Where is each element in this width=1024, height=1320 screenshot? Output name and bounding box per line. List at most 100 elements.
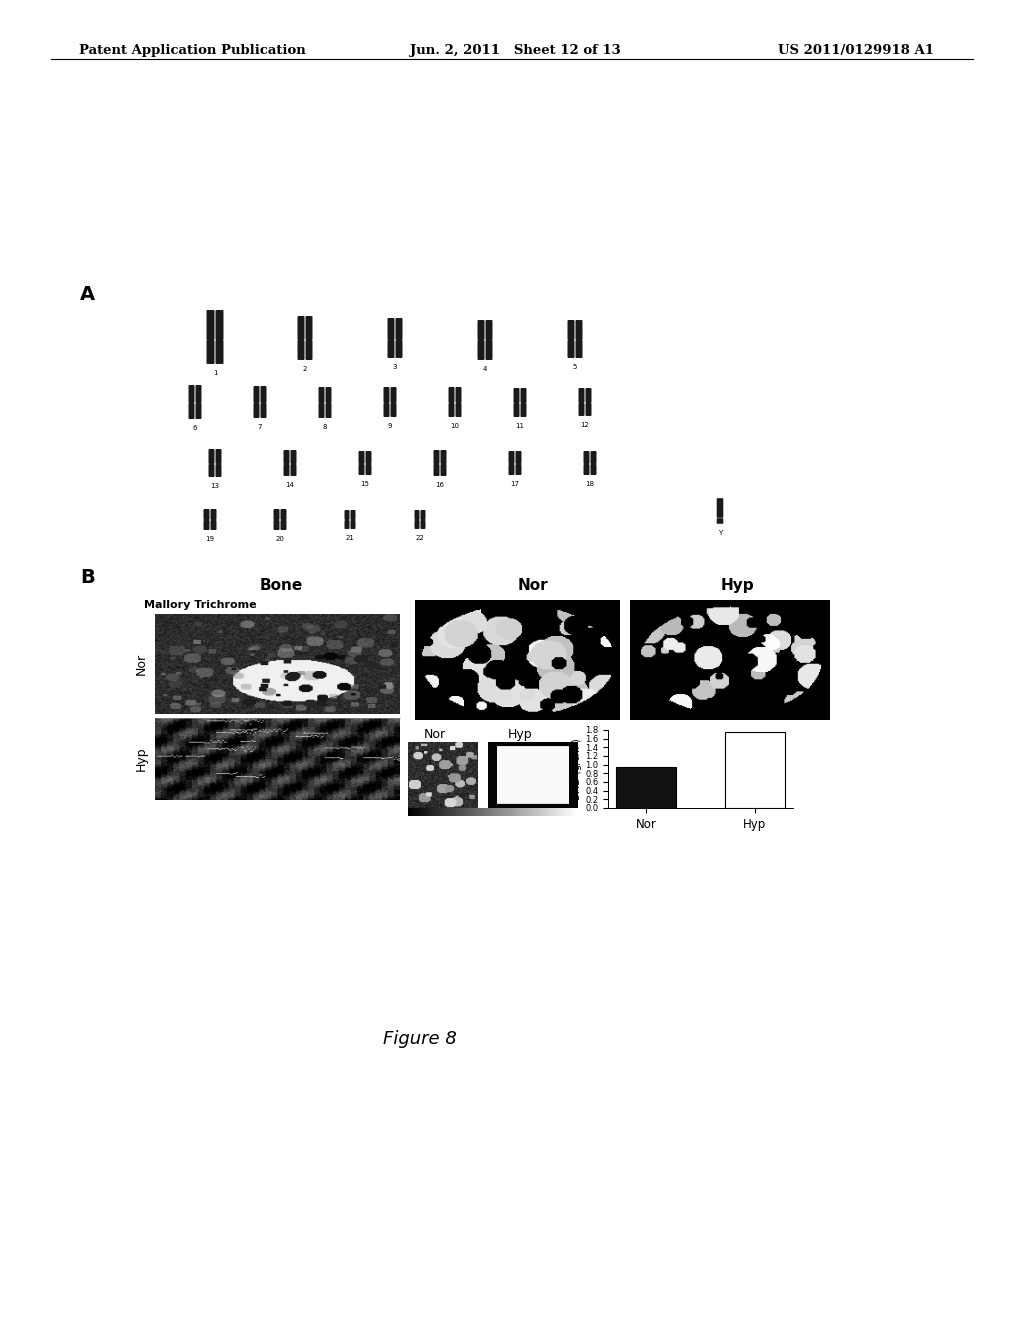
FancyBboxPatch shape bbox=[449, 387, 455, 403]
FancyBboxPatch shape bbox=[298, 315, 304, 341]
FancyBboxPatch shape bbox=[326, 387, 332, 403]
FancyBboxPatch shape bbox=[440, 465, 446, 477]
FancyBboxPatch shape bbox=[209, 465, 214, 477]
Text: 1: 1 bbox=[213, 370, 217, 376]
FancyBboxPatch shape bbox=[215, 465, 221, 477]
FancyBboxPatch shape bbox=[350, 520, 355, 529]
Text: 10: 10 bbox=[451, 422, 460, 429]
FancyBboxPatch shape bbox=[591, 451, 597, 465]
Text: 18: 18 bbox=[586, 480, 595, 487]
Text: 7: 7 bbox=[258, 424, 262, 430]
FancyBboxPatch shape bbox=[717, 519, 723, 524]
FancyBboxPatch shape bbox=[254, 385, 259, 403]
Text: 13: 13 bbox=[211, 483, 219, 488]
FancyBboxPatch shape bbox=[515, 451, 521, 465]
FancyBboxPatch shape bbox=[211, 520, 216, 531]
Text: Y: Y bbox=[718, 531, 722, 536]
FancyBboxPatch shape bbox=[584, 451, 590, 465]
Text: 5: 5 bbox=[572, 364, 578, 370]
Text: Figure 8: Figure 8 bbox=[383, 1030, 457, 1048]
FancyBboxPatch shape bbox=[575, 341, 583, 358]
Text: Nor: Nor bbox=[517, 578, 548, 593]
Text: 3: 3 bbox=[393, 364, 397, 370]
FancyBboxPatch shape bbox=[520, 388, 526, 403]
Bar bbox=[725, 733, 784, 808]
FancyBboxPatch shape bbox=[305, 315, 312, 341]
FancyBboxPatch shape bbox=[515, 465, 521, 475]
FancyBboxPatch shape bbox=[384, 403, 389, 417]
FancyBboxPatch shape bbox=[584, 465, 590, 475]
Text: 8: 8 bbox=[323, 424, 328, 430]
FancyBboxPatch shape bbox=[395, 341, 402, 358]
FancyBboxPatch shape bbox=[485, 341, 493, 360]
FancyBboxPatch shape bbox=[456, 387, 462, 403]
FancyBboxPatch shape bbox=[273, 510, 280, 520]
Text: 17: 17 bbox=[511, 480, 519, 487]
FancyBboxPatch shape bbox=[387, 341, 394, 358]
FancyBboxPatch shape bbox=[358, 451, 365, 465]
FancyBboxPatch shape bbox=[509, 465, 514, 475]
FancyBboxPatch shape bbox=[284, 465, 290, 477]
Text: Jun. 2, 2011   Sheet 12 of 13: Jun. 2, 2011 Sheet 12 of 13 bbox=[410, 44, 621, 57]
FancyBboxPatch shape bbox=[395, 318, 402, 341]
FancyBboxPatch shape bbox=[421, 520, 426, 529]
FancyBboxPatch shape bbox=[717, 498, 723, 517]
FancyBboxPatch shape bbox=[586, 403, 592, 416]
Text: 6: 6 bbox=[193, 425, 198, 432]
FancyBboxPatch shape bbox=[350, 510, 355, 520]
FancyBboxPatch shape bbox=[260, 403, 266, 418]
FancyBboxPatch shape bbox=[318, 387, 325, 403]
FancyBboxPatch shape bbox=[207, 310, 214, 341]
FancyBboxPatch shape bbox=[291, 465, 297, 477]
FancyBboxPatch shape bbox=[477, 319, 484, 341]
Text: 16: 16 bbox=[435, 482, 444, 488]
FancyBboxPatch shape bbox=[520, 403, 526, 417]
Text: 4: 4 bbox=[482, 366, 487, 372]
Text: 20: 20 bbox=[275, 536, 285, 543]
FancyBboxPatch shape bbox=[390, 403, 396, 417]
Text: 19: 19 bbox=[206, 536, 214, 543]
FancyBboxPatch shape bbox=[188, 385, 195, 403]
Bar bbox=[616, 767, 676, 808]
Text: Nor: Nor bbox=[135, 653, 148, 675]
FancyBboxPatch shape bbox=[204, 520, 210, 531]
FancyBboxPatch shape bbox=[433, 450, 439, 465]
FancyBboxPatch shape bbox=[204, 510, 210, 520]
FancyBboxPatch shape bbox=[196, 403, 202, 418]
Text: 12: 12 bbox=[581, 422, 590, 428]
FancyBboxPatch shape bbox=[477, 341, 484, 360]
FancyBboxPatch shape bbox=[591, 465, 597, 475]
Text: B: B bbox=[80, 568, 95, 587]
FancyBboxPatch shape bbox=[575, 319, 583, 341]
FancyBboxPatch shape bbox=[215, 310, 223, 341]
Text: Patent Application Publication: Patent Application Publication bbox=[79, 44, 305, 57]
FancyBboxPatch shape bbox=[188, 403, 195, 418]
FancyBboxPatch shape bbox=[567, 341, 574, 358]
FancyBboxPatch shape bbox=[567, 319, 574, 341]
FancyBboxPatch shape bbox=[586, 388, 592, 403]
FancyBboxPatch shape bbox=[415, 510, 420, 520]
FancyBboxPatch shape bbox=[273, 520, 280, 531]
FancyBboxPatch shape bbox=[298, 341, 304, 360]
FancyBboxPatch shape bbox=[387, 318, 394, 341]
Text: 11: 11 bbox=[515, 422, 524, 429]
Text: 21: 21 bbox=[345, 535, 354, 541]
FancyBboxPatch shape bbox=[209, 449, 214, 465]
Text: US 2011/0129918 A1: US 2011/0129918 A1 bbox=[778, 44, 934, 57]
FancyBboxPatch shape bbox=[509, 451, 514, 465]
FancyBboxPatch shape bbox=[513, 388, 519, 403]
FancyBboxPatch shape bbox=[305, 341, 312, 360]
FancyBboxPatch shape bbox=[281, 510, 287, 520]
FancyBboxPatch shape bbox=[449, 403, 455, 417]
FancyBboxPatch shape bbox=[260, 385, 266, 403]
Text: 9: 9 bbox=[388, 422, 392, 429]
Text: Mallory Trichrome: Mallory Trichrome bbox=[143, 601, 256, 610]
Text: Nor: Nor bbox=[424, 729, 446, 741]
FancyBboxPatch shape bbox=[215, 449, 221, 465]
FancyBboxPatch shape bbox=[456, 403, 462, 417]
FancyBboxPatch shape bbox=[291, 450, 297, 465]
Text: A: A bbox=[80, 285, 95, 304]
FancyBboxPatch shape bbox=[284, 450, 290, 465]
Y-axis label: BMD (g/cm²): BMD (g/cm²) bbox=[572, 738, 583, 800]
Text: Hyp: Hyp bbox=[135, 747, 148, 771]
